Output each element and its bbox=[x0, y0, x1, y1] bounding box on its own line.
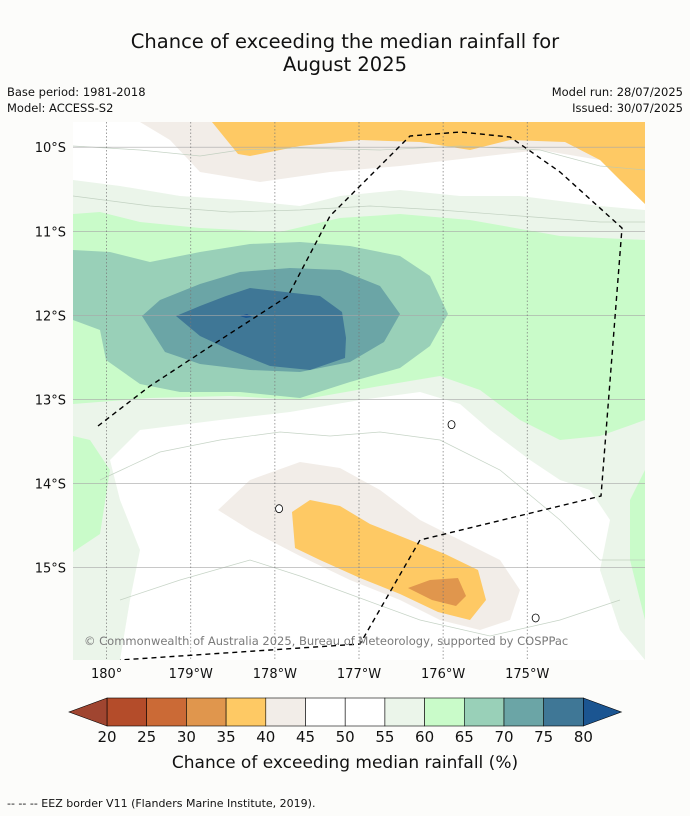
title-line-2: August 2025 bbox=[282, 53, 408, 76]
latitude-labels: 10°S 11°S 12°S 13°S 14°S 15°S bbox=[35, 141, 66, 576]
colorbar-tick-label: 30 bbox=[177, 728, 196, 746]
lat-tick-label: 14°S bbox=[35, 477, 66, 492]
colorbar-swatch bbox=[384, 697, 425, 727]
lon-tick-label: 180° bbox=[91, 667, 122, 682]
lon-tick-label: 178°W bbox=[253, 667, 297, 682]
colorbar-tick-label: 50 bbox=[336, 728, 355, 746]
colorbar-tick-label: 65 bbox=[455, 728, 474, 746]
map-title: Chance of exceeding the median rainfall … bbox=[0, 30, 690, 76]
lat-tick-label: 10°S bbox=[35, 141, 66, 156]
lat-tick-label: 15°S bbox=[35, 562, 66, 577]
colorbar-swatch bbox=[424, 697, 465, 727]
colorbar-tick-label: 70 bbox=[494, 728, 513, 746]
contour-80-plus bbox=[240, 314, 252, 318]
contour-75-80 bbox=[176, 288, 346, 370]
colorbar-label: Chance of exceeding median rainfall (%) bbox=[171, 753, 519, 773]
colorbar-tick-label: 55 bbox=[375, 728, 394, 746]
colorbar: 20 25 30 35 40 45 50 55 60 65 70 75 80 bbox=[68, 697, 623, 746]
islands bbox=[275, 420, 540, 623]
lat-tick-label: 12°S bbox=[35, 309, 66, 324]
lon-tick-label: 179°W bbox=[169, 667, 213, 682]
island bbox=[447, 420, 456, 430]
lat-tick-label: 11°S bbox=[35, 225, 66, 240]
map-figure: © Commonwealth of Australia 2025, Bureau… bbox=[35, 122, 645, 746]
eez-footnote: -- -- -- EEZ border V11 (Flanders Marine… bbox=[7, 797, 316, 810]
colorbar-tick-label: 25 bbox=[137, 728, 156, 746]
title-line-1: Chance of exceeding the median rainfall … bbox=[130, 30, 560, 53]
colorbar-tick-label: 75 bbox=[534, 728, 553, 746]
colorbar-tick-label: 45 bbox=[296, 728, 315, 746]
colorbar-swatch bbox=[146, 697, 187, 727]
colorbar-over-arrow bbox=[583, 697, 623, 727]
map-panel: © Commonwealth of Australia 2025, Bureau… bbox=[73, 122, 645, 660]
colorbar-tick-label: 80 bbox=[574, 728, 593, 746]
base-period: Base period: 1981-2018 bbox=[7, 85, 146, 99]
contour-35-40-north bbox=[212, 122, 645, 204]
longitude-labels: 180° 179°W 178°W 177°W 176°W 175°W bbox=[91, 667, 549, 682]
lon-tick-label: 177°W bbox=[337, 667, 381, 682]
colorbar-tick-label: 35 bbox=[217, 728, 236, 746]
colorbar-tick-label: 60 bbox=[415, 728, 434, 746]
colorbar-under-arrow bbox=[68, 697, 108, 727]
colorbar-swatch bbox=[225, 697, 267, 727]
model-name: Model: ACCESS-S2 bbox=[7, 101, 114, 115]
eez-border bbox=[97, 131, 623, 660]
colorbar-swatch bbox=[344, 697, 386, 727]
meta-right: Model run: 28/07/2025 Issued: 30/07/2025 bbox=[552, 84, 683, 116]
colorbar-swatch bbox=[503, 697, 545, 727]
island bbox=[275, 504, 283, 514]
lat-tick-label: 13°S bbox=[35, 393, 66, 408]
graticule bbox=[73, 122, 645, 660]
lon-tick-label: 176°W bbox=[421, 667, 465, 682]
issued-date: Issued: 30/07/2025 bbox=[572, 101, 683, 115]
colorbar-tick-label: 40 bbox=[256, 728, 275, 746]
meta-left: Base period: 1981-2018 Model: ACCESS-S2 bbox=[7, 84, 146, 116]
contour-lines bbox=[73, 145, 645, 637]
lon-tick-label: 175°W bbox=[505, 667, 549, 682]
island bbox=[531, 613, 540, 623]
colorbar-swatch bbox=[463, 697, 505, 727]
colorbar-swatch bbox=[265, 697, 306, 727]
colorbar-swatch bbox=[305, 697, 346, 727]
colorbar-tick-label: 20 bbox=[97, 728, 116, 746]
colorbar-swatch bbox=[543, 697, 584, 727]
contour-30-35 bbox=[408, 578, 466, 606]
colorbar-swatch bbox=[106, 697, 148, 727]
map-attribution: © Commonwealth of Australia 2025, Bureau… bbox=[84, 634, 568, 648]
colorbar-swatch bbox=[186, 697, 227, 727]
model-run: Model run: 28/07/2025 bbox=[551, 85, 683, 99]
